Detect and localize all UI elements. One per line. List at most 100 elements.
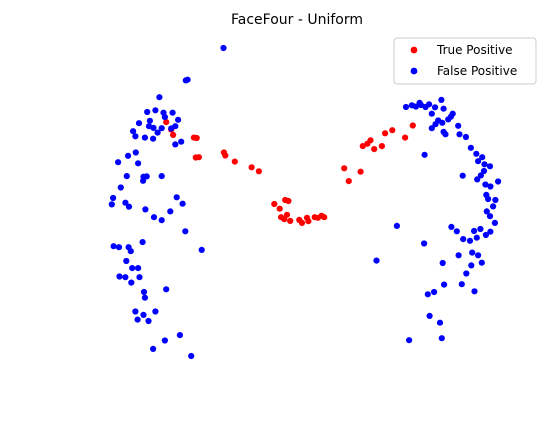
false-positive-point [154,129,161,136]
false-positive-point [471,288,478,295]
false-positive-point [123,257,130,265]
true-positive-point [371,146,378,153]
legend-box [393,37,537,85]
false-positive-point [127,248,134,255]
false-positive-point [441,281,448,288]
false-positive-point [483,208,490,215]
false-positive-point [125,203,133,210]
false-positive-point [428,110,435,117]
false-positive-point [479,154,486,161]
true-positive-point [285,197,292,205]
false-positive-point [132,149,139,156]
false-positive-point [150,214,158,221]
false-positive-point [172,141,179,148]
false-positive-point [440,105,447,112]
false-positive-point [188,352,195,360]
false-positive-point [473,150,480,157]
false-positive-point [156,94,163,101]
false-positive-point [173,194,180,201]
false-positive-point [455,252,462,259]
true-positive-point [170,131,177,138]
false-positive-point [142,206,149,213]
false-positive-point [438,96,445,103]
false-positive-point [466,237,474,244]
false-positive-point [115,159,122,166]
false-positive-point [421,240,428,247]
false-positive-point [136,274,143,281]
false-positive-point [469,249,476,256]
false-positive-point [426,101,433,108]
chart-title: FaceFour - Uniform [231,12,363,28]
false-positive-point [161,337,168,344]
false-positive-point [152,107,159,114]
false-positive-point [141,134,148,141]
true-positive-point [357,168,364,175]
false-positive-point [431,288,438,296]
false-positive-point [152,308,159,315]
false-positive-point [492,196,499,204]
true-positive-point [283,211,291,218]
false-positive-point [481,161,488,168]
false-positive-point [182,228,189,235]
false-positive-point [477,225,484,233]
false-positive-point [474,176,481,183]
false-positive-point [485,195,492,203]
false-positive-point [442,131,449,138]
true-positive-point [231,158,238,165]
plot-area [108,44,502,360]
false-positive-point [449,110,456,117]
false-positive-point [176,332,183,339]
false-positive-point [424,291,431,298]
false-positive-point [432,121,439,128]
false-positive-point [139,239,146,246]
false-positive-point [491,219,498,226]
false-positive-point [455,122,462,129]
false-positive-point [168,125,175,132]
false-positive-point [123,173,130,180]
false-positive-point [146,117,153,124]
false-positive-point [477,172,484,179]
false-positive-point [178,138,185,145]
true-positive-point [195,154,202,161]
false-positive-point [495,178,502,185]
false-positive-point [132,133,139,140]
false-positive-point [145,317,152,325]
false-positive-point [198,246,205,253]
false-positive-point [117,184,124,191]
true-positive-point [298,219,306,226]
false-positive-point [393,222,400,229]
legend-label-true-positive: True Positive [436,43,513,57]
false-positive-point [482,181,489,188]
false-positive-point [462,133,469,141]
false-positive-point [471,227,478,235]
false-positive-point [480,167,488,175]
false-positive-point [143,173,150,180]
false-positive-point [402,103,410,111]
false-positive-point [150,135,157,142]
false-positive-point [487,228,494,235]
false-positive-point [421,151,428,158]
true-positive-point [389,127,396,134]
false-positive-point [475,158,482,165]
false-positive-point [116,273,123,280]
false-positive-point [475,252,482,259]
false-positive-point [426,312,433,319]
false-positive-point [431,104,439,111]
false-positive-point [122,274,129,281]
false-positive-point [179,200,186,207]
false-positive-point [150,124,157,131]
true-positive-point [193,134,200,142]
false-positive-point [490,203,497,210]
true-positive-point [321,214,328,221]
false-positive-point [486,213,494,220]
false-positive-point [110,243,117,250]
false-positive-point [163,286,170,293]
false-positive-point [184,76,191,83]
true-positive-point [222,152,229,159]
true-positive-point [345,178,352,185]
false-positive-point [161,114,168,121]
true-positive-point [367,137,374,144]
false-positive-point [220,44,227,52]
false-positive-point [486,163,494,170]
true-positive-point [287,217,294,224]
